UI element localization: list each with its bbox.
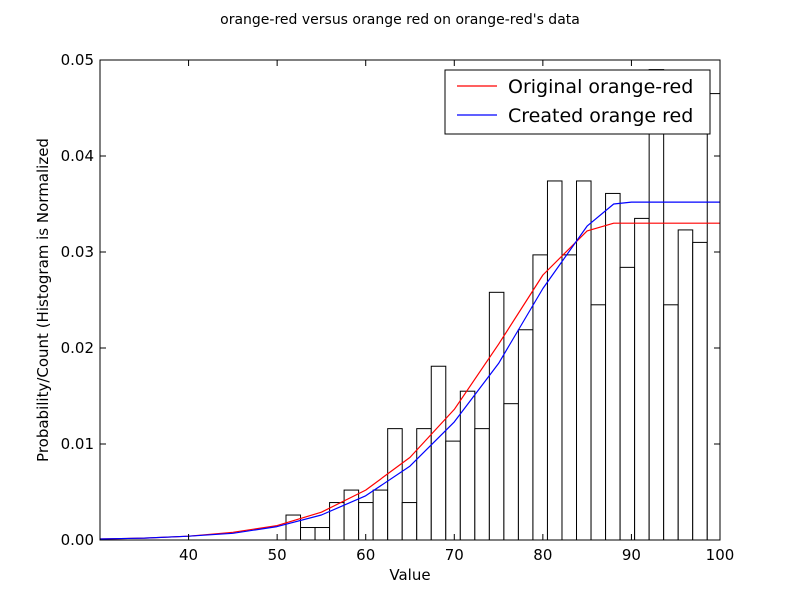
x-tick-label: 100 (706, 546, 735, 564)
y-tick-label: 0.04 (61, 147, 94, 165)
histogram-bar (663, 304, 679, 541)
histogram-bar (314, 527, 331, 541)
histogram-bar (532, 254, 548, 541)
histogram-bar (605, 192, 621, 541)
y-axis-label: Probability/Count (Histogram is Normaliz… (34, 138, 52, 462)
histogram-bar (546, 180, 563, 541)
x-axis-ticks: 40 50 60 70 80 90 100 (179, 60, 734, 564)
histogram-bar (387, 428, 403, 541)
y-tick-label: 0.00 (61, 531, 94, 549)
legend: Original orange-red Created orange red (444, 69, 711, 135)
histogram-bar (517, 329, 534, 541)
legend-box (444, 69, 711, 135)
histogram-bar (503, 403, 519, 541)
histogram-bar (706, 93, 721, 541)
x-tick-label: 60 (356, 546, 375, 564)
y-axis-ticks: 0.00 0.01 0.02 0.03 0.04 0.05 (61, 51, 720, 549)
histogram-bar (619, 266, 636, 541)
histogram-bar (300, 527, 316, 541)
histogram-bar (634, 217, 650, 541)
histogram-bar (401, 502, 418, 541)
legend-label-created: Created orange red (508, 105, 693, 127)
y-tick-label: 0.01 (61, 435, 94, 453)
y-tick-label: 0.03 (61, 243, 94, 261)
histogram-bar (488, 291, 505, 541)
legend-label-original: Original orange-red (508, 76, 693, 98)
x-tick-label: 40 (179, 546, 198, 564)
histogram-bar (372, 489, 389, 541)
plot-frame (99, 59, 721, 541)
x-axis-label: Value (389, 566, 430, 584)
series-lines (99, 201, 720, 540)
histogram-bar (430, 365, 447, 541)
histogram-bar (648, 69, 665, 541)
histogram-bar (561, 254, 578, 541)
series-line-created (99, 201, 720, 540)
histogram-bar (677, 229, 694, 541)
histogram-bar (445, 440, 461, 541)
x-tick-label: 50 (268, 546, 287, 564)
y-tick-label: 0.05 (61, 51, 94, 69)
histogram-bar (459, 390, 476, 541)
histogram-bars (285, 69, 721, 541)
histogram-bar (416, 428, 432, 541)
histogram-bar (474, 428, 490, 541)
x-tick-label: 90 (622, 546, 641, 564)
histogram-bar (692, 241, 708, 541)
y-tick-label: 0.02 (61, 339, 94, 357)
x-tick-label: 80 (533, 546, 552, 564)
x-tick-label: 70 (445, 546, 464, 564)
chart-title: orange-red versus orange red on orange-r… (220, 12, 580, 28)
histogram-bar (590, 304, 607, 541)
